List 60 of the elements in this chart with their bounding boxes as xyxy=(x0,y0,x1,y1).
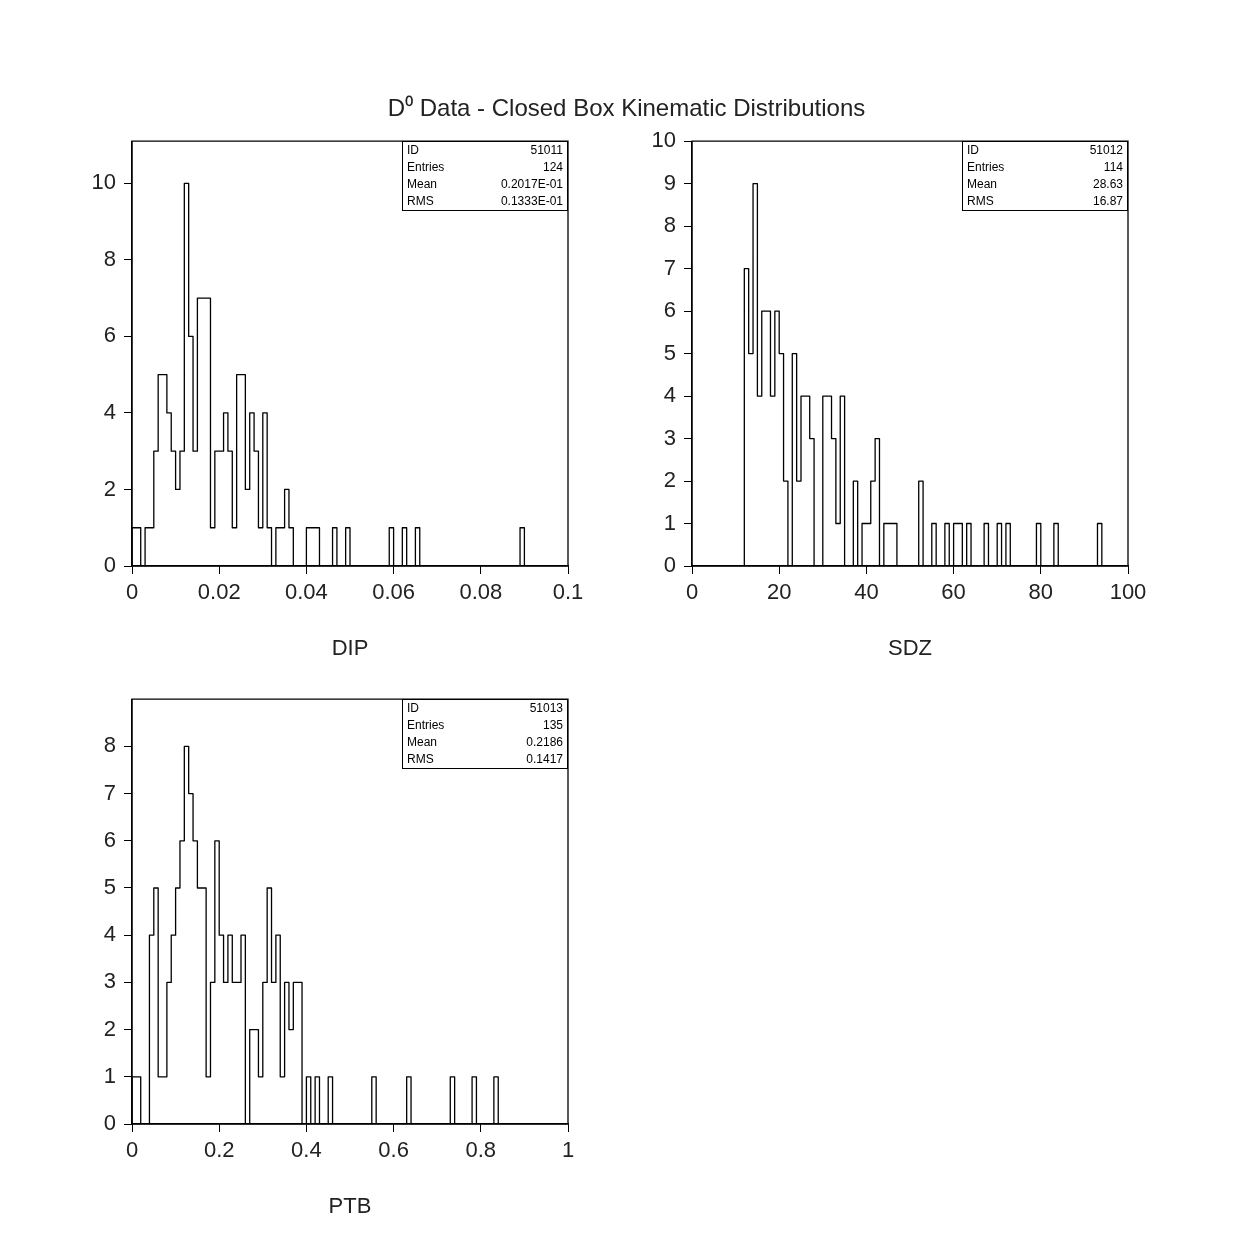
y-tick-label: 6 xyxy=(103,826,116,852)
y-tick-label: 5 xyxy=(663,339,676,365)
y-tick-label: 4 xyxy=(103,921,116,947)
text: ID 51011 xyxy=(407,143,563,158)
x-tick-label: 0 xyxy=(685,579,699,605)
x-tick-label: 100 xyxy=(1109,579,1147,605)
x-tick-label: 0.2 xyxy=(203,1137,235,1163)
y-tick-label: 8 xyxy=(103,732,116,758)
text: Mean 28.63 xyxy=(967,177,1123,192)
text: ID 51012 xyxy=(967,143,1123,158)
y-tick-label: 0 xyxy=(103,552,116,578)
text: RMS 16.87 xyxy=(967,194,1123,209)
x-tick-label: 0.02 xyxy=(197,579,241,605)
text: Mean 0.2186 xyxy=(407,735,563,750)
y-tick-label: 2 xyxy=(103,475,116,501)
y-tick-label: 0 xyxy=(663,552,676,578)
y-tick-label: 7 xyxy=(103,779,116,805)
y-tick-label: 0 xyxy=(103,1110,116,1136)
x-tick-label: 60 xyxy=(941,579,966,605)
y-tick-label: 4 xyxy=(103,398,116,424)
x-tick-label: 0.6 xyxy=(378,1137,409,1163)
y-tick-label: 3 xyxy=(103,968,116,994)
x-axis-title: DIP xyxy=(331,634,369,660)
text: Entries 124 xyxy=(407,160,563,175)
y-tick-label: 8 xyxy=(103,245,116,271)
text: RMS 0.1333E-01 xyxy=(407,194,563,209)
x-tick-label: 0.4 xyxy=(291,1137,322,1163)
y-tick-label: 10 xyxy=(91,169,116,195)
text: D⁰ Data - Closed Box Kinematic Distributions xyxy=(386,93,867,123)
text: Entries 135 xyxy=(407,718,563,733)
x-tick-label: 0 xyxy=(125,579,139,605)
text: Entries 114 xyxy=(967,160,1123,175)
y-tick-label: 10 xyxy=(651,127,676,153)
x-tick-label: 0.04 xyxy=(284,579,328,605)
y-tick-label: 2 xyxy=(663,467,676,493)
x-tick-label: 0.06 xyxy=(372,579,416,605)
y-tick-label: 5 xyxy=(103,874,116,900)
y-tick-label: 1 xyxy=(663,509,676,535)
y-tick-label: 6 xyxy=(663,297,676,323)
y-tick-label: 8 xyxy=(663,212,676,238)
x-tick-label: 0.1 xyxy=(552,579,584,605)
text: Mean 0.2017E-01 xyxy=(407,177,563,192)
y-tick-label: 6 xyxy=(103,322,116,348)
y-tick-label: 9 xyxy=(663,169,676,195)
x-axis-title: SDZ xyxy=(888,634,932,660)
x-axis-title: PTB xyxy=(328,1192,372,1218)
y-tick-label: 1 xyxy=(103,1062,116,1088)
y-tick-label: 7 xyxy=(663,254,676,280)
y-tick-label: 4 xyxy=(663,382,676,408)
x-tick-label: 0.08 xyxy=(459,579,503,605)
x-tick-label: 80 xyxy=(1028,579,1054,605)
y-tick-label: 3 xyxy=(663,424,676,450)
x-tick-label: 40 xyxy=(854,579,879,605)
text: ID 51013 xyxy=(407,701,563,716)
y-tick-label: 2 xyxy=(103,1015,116,1041)
x-tick-label: 0.8 xyxy=(465,1137,497,1163)
x-tick-label: 0 xyxy=(125,1137,139,1163)
x-tick-label: 1 xyxy=(561,1137,575,1163)
x-tick-label: 20 xyxy=(766,579,792,605)
text: RMS 0.1417 xyxy=(407,752,563,767)
